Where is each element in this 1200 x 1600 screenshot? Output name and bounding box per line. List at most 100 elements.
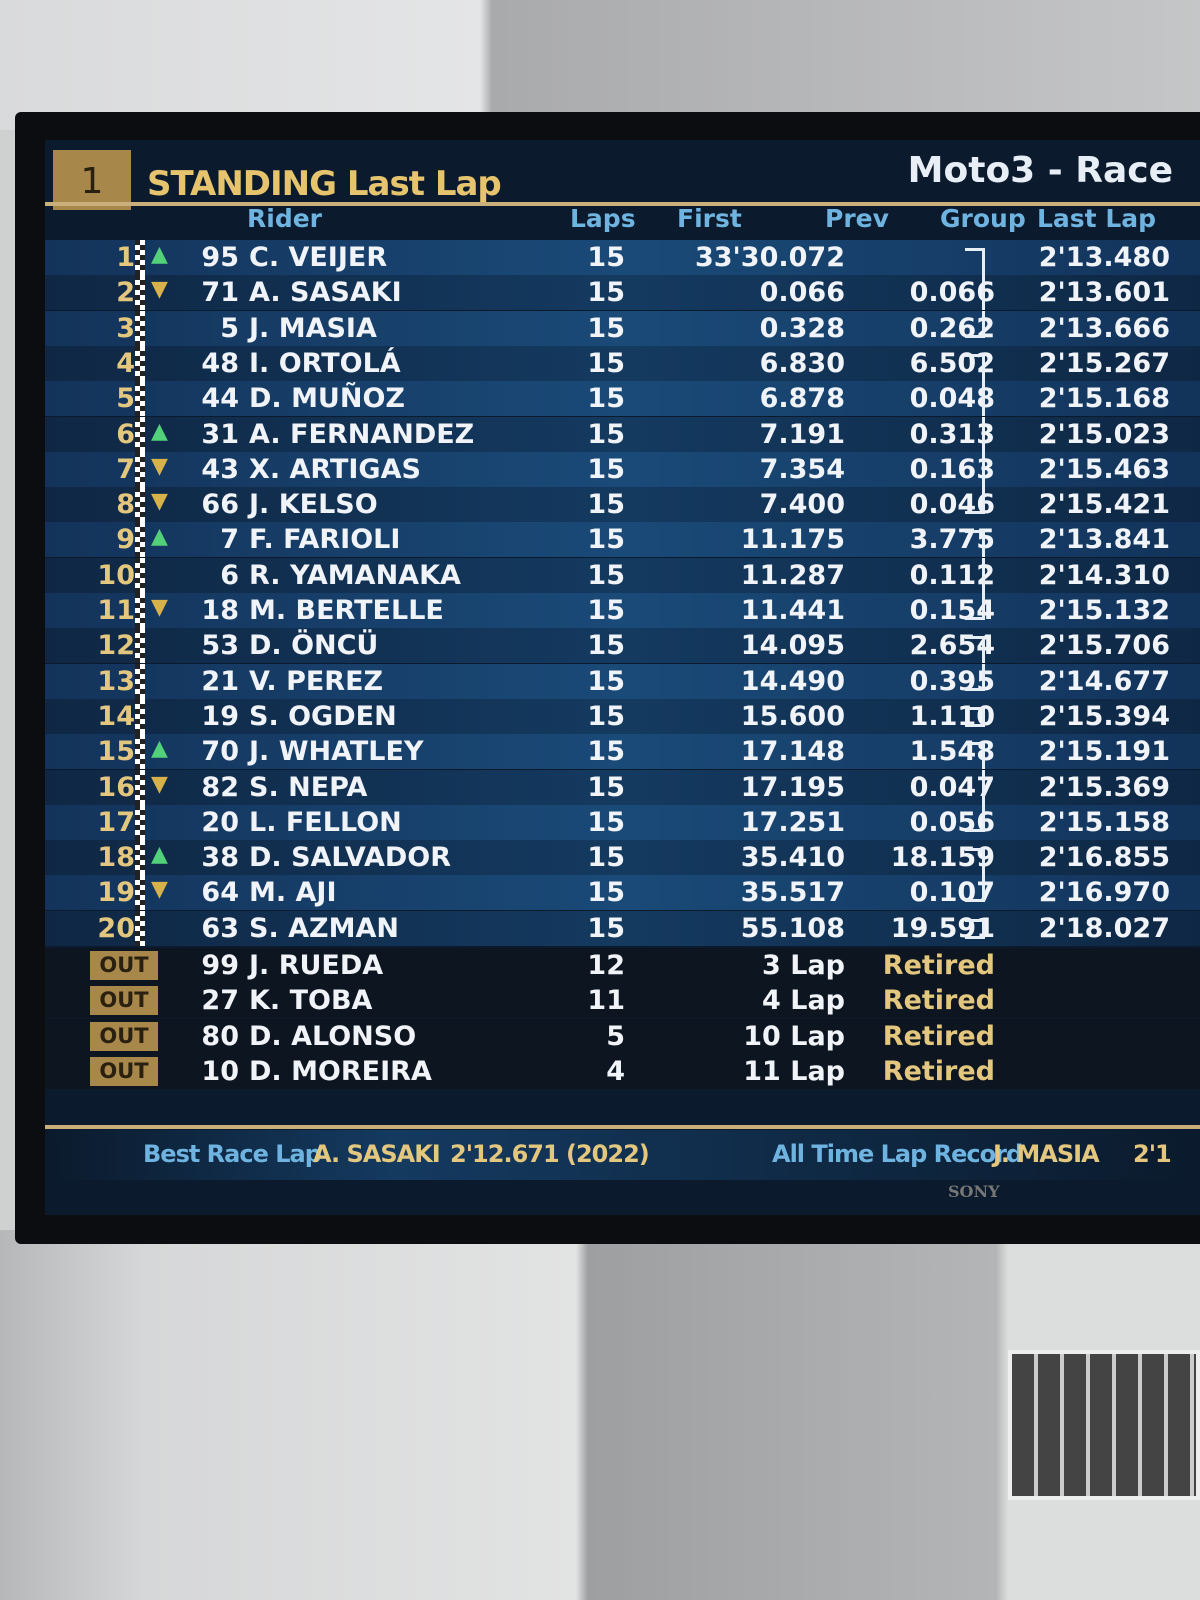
gap-first: 6.878 (759, 383, 845, 415)
laps: 15 (587, 771, 625, 803)
gap-prev: 0.262 (909, 312, 995, 344)
position: 18 (97, 842, 135, 874)
checkered-flag-strip (135, 381, 145, 417)
position: 9 (116, 524, 135, 556)
laps: 4 (606, 1055, 625, 1087)
checkered-flag-strip (135, 875, 145, 911)
gap-prev: 0.047 (909, 771, 995, 803)
trend-down-icon: ▼ (151, 453, 168, 479)
rider-number: 18 (201, 595, 239, 626)
rider-name: V. PEREZ (249, 665, 384, 697)
col-last-lap: Last Lap (1037, 204, 1157, 233)
out-badge: OUT (90, 1021, 158, 1051)
record-rider: J. MASIA (993, 1140, 1100, 1168)
rider-name: S. NEPA (249, 771, 368, 803)
checkered-flag-strip (135, 804, 145, 840)
checkered-flag-strip (135, 663, 145, 699)
last-lap: 2'15.023 (1038, 418, 1170, 450)
gap-prev: 0.107 (909, 877, 995, 909)
group-bracket (965, 742, 985, 770)
laps: 11 (587, 985, 625, 1017)
checkered-flag-strip (135, 310, 145, 346)
position: 20 (97, 912, 135, 944)
position: 4 (116, 347, 135, 379)
gap-first: 55.108 (740, 912, 845, 944)
rider-number: 70 (201, 736, 239, 768)
gap-prev: 6.502 (909, 347, 995, 379)
col-prev: Prev (825, 204, 889, 233)
gap-first: 15.600 (740, 700, 845, 732)
rider-number: 48 (201, 347, 239, 379)
group-bracket (965, 706, 985, 727)
table-row: 10 6 R. YAMANAKA 15 11.287 0.112 2'14.310 (45, 557, 1200, 593)
gap-first: 17.148 (740, 736, 845, 768)
position: 11 (97, 595, 135, 626)
gap-prev: 0.112 (909, 559, 995, 591)
laps: 15 (587, 277, 625, 309)
gap-first: 11.175 (740, 524, 845, 556)
group-bracket (965, 663, 985, 691)
gap-prev: 2.654 (909, 630, 995, 662)
rider-name: J. WHATLEY (249, 736, 424, 768)
position: 16 (97, 771, 135, 803)
last-lap: 2'15.369 (1038, 771, 1170, 803)
rider-name: D. ALONSO (249, 1020, 417, 1052)
group-bracket (965, 769, 985, 805)
rider-number: 27 (201, 985, 239, 1017)
last-lap: 2'15.394 (1038, 700, 1170, 732)
wall (0, 0, 1200, 130)
status: Retired (882, 950, 995, 981)
rider-name: D. SALVADOR (249, 842, 452, 874)
gap-first: 7.191 (759, 418, 845, 450)
last-lap: 2'15.158 (1038, 806, 1170, 838)
record-time: 2'1 (1133, 1140, 1172, 1168)
trend-up-icon: ▲ (151, 418, 168, 444)
gap-first: 17.251 (740, 806, 845, 838)
status: Retired (882, 1055, 995, 1087)
gap-first: 35.410 (740, 842, 845, 874)
last-lap: 2'14.677 (1038, 665, 1170, 697)
rider-name: M. AJI (249, 877, 337, 909)
tv-brand-logo: SONY (948, 1182, 1000, 1201)
laps: 15 (587, 595, 625, 626)
position: 3 (116, 312, 135, 344)
checkered-flag-strip (135, 769, 145, 805)
table-row: 17 20 L. FELLON 15 17.251 0.056 2'15.158 (45, 804, 1200, 840)
rider-number: 20 (201, 806, 239, 838)
group-bracket (965, 557, 985, 593)
wall-lower (0, 1230, 1200, 1600)
rider-number: 95 (201, 242, 239, 273)
rider-name: S. AZMAN (249, 912, 399, 944)
group-bracket (965, 530, 985, 558)
table-row: 18 ▲ 38 D. SALVADOR 15 35.410 18.159 2'16.855 (45, 840, 1200, 876)
retired-row: OUT 10 D. MOREIRA 4 11 Lap Retired (45, 1053, 1200, 1089)
col-group: Group (940, 204, 1026, 233)
position: 6 (116, 418, 135, 450)
trend-down-icon: ▼ (151, 277, 168, 303)
position: 19 (97, 877, 135, 909)
table-row: 5 44 D. MUÑOZ 15 6.878 0.048 2'15.168 (45, 381, 1200, 417)
last-lap: 2'18.027 (1038, 912, 1170, 944)
gap-prev: 0.313 (909, 418, 995, 450)
col-rider: Rider (247, 204, 322, 233)
rider-name: D. ÖNCÜ (249, 630, 379, 662)
page-title: STANDING Last Lap (147, 164, 502, 204)
laps: 15 (587, 242, 625, 273)
last-lap: 2'15.421 (1038, 489, 1170, 521)
gap-prev: 0.046 (909, 489, 995, 521)
rider-name: I. ORTOLÁ (249, 347, 401, 379)
rider-number: 7 (220, 524, 239, 556)
gap-prev: 0.066 (909, 277, 995, 309)
group-bracket (965, 381, 985, 417)
table-row: 13 21 V. PEREZ 15 14.490 0.395 2'14.677 (45, 663, 1200, 699)
trend-down-icon: ▼ (151, 489, 168, 515)
group-bracket (965, 593, 985, 620)
rider-number: 38 (201, 842, 239, 874)
last-lap: 2'15.132 (1038, 595, 1170, 626)
gap-first: 14.490 (740, 665, 845, 697)
event-title: Moto3 - Race (907, 150, 1173, 191)
gap-first: 7.354 (759, 453, 845, 485)
checkered-flag-strip (135, 451, 145, 487)
rider-number: 63 (201, 912, 239, 944)
last-lap: 2'14.310 (1038, 559, 1170, 591)
